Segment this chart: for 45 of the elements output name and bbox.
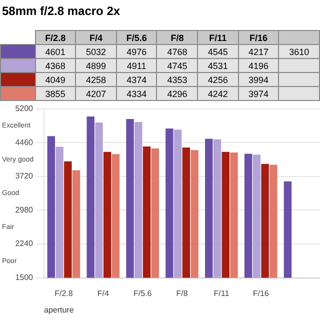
data-label: 4601 [35, 44, 76, 58]
category-label: F/11 [209, 32, 227, 42]
data-label: 4217 [238, 44, 279, 58]
data-label: 4296 [156, 86, 198, 100]
x-tick-label: F/11 [214, 288, 230, 298]
x-tick-label: F/16 [252, 288, 270, 298]
data-label: 4374 [116, 72, 157, 86]
x-tick-label: F/5.6 [133, 288, 152, 298]
data-label: 4049 [35, 72, 76, 86]
data-label: 4368 [35, 58, 76, 72]
y-tick-label: 3720 [15, 172, 34, 181]
data-label: 4911 [116, 58, 157, 72]
y-tick-label: 4460 [15, 138, 34, 147]
category-label: F/2.8 [45, 32, 66, 42]
x-tick-label: F/4 [97, 288, 110, 298]
data-label: 3974 [238, 86, 279, 100]
y-tick-label: 5200 [15, 104, 34, 114]
data-label: 4334 [116, 86, 157, 100]
y-tick-label: 2240 [15, 239, 34, 248]
data-label: 3610 [278, 44, 320, 58]
category-label: F/8 [170, 32, 184, 42]
category-label: F/5.6 [126, 32, 147, 42]
data-label: 3994 [238, 72, 279, 86]
data-label: 4258 [76, 72, 116, 86]
data-label: 5032 [76, 44, 116, 58]
data-label: 4768 [156, 44, 198, 58]
x-axis-title: aperture [44, 305, 74, 314]
data-label: 4196 [238, 58, 279, 72]
data-label: 4545 [198, 44, 238, 58]
data-label: 3855 [35, 86, 76, 100]
x-tick-label: F/8 [176, 288, 188, 298]
data-label: 4207 [76, 86, 116, 100]
category-label: F/16 [250, 32, 268, 42]
chart-title: 58mm f/2.8 macro 2x [1, 3, 122, 20]
data-label: 4976 [116, 44, 157, 58]
data-label: 4745 [156, 58, 198, 72]
data-label: 4256 [198, 72, 238, 86]
y-tick-label: 2980 [15, 205, 34, 214]
data-label: 4353 [156, 72, 198, 86]
data-label: 4242 [198, 86, 238, 100]
data-label: 4531 [198, 58, 238, 72]
category-label: F/4 [89, 32, 102, 42]
data-label: 4899 [76, 58, 116, 72]
y-tick-label: 1500 [15, 273, 34, 282]
x-tick-label: F/2.8 [54, 288, 74, 298]
